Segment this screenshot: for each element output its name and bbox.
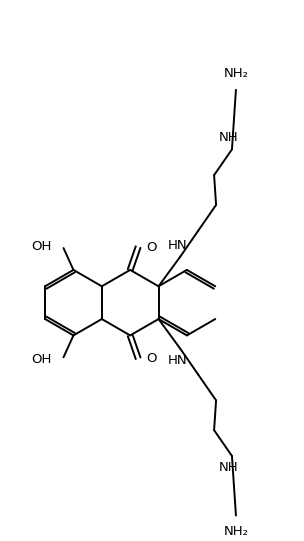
Text: NH₂: NH₂: [223, 525, 248, 538]
Text: NH₂: NH₂: [223, 67, 248, 80]
Text: HN: HN: [168, 239, 187, 252]
Text: HN: HN: [168, 354, 187, 367]
Text: NH: NH: [219, 461, 239, 474]
Text: OH: OH: [31, 240, 52, 253]
Text: O: O: [146, 241, 157, 254]
Text: NH: NH: [219, 131, 239, 144]
Text: OH: OH: [31, 353, 52, 366]
Text: O: O: [146, 352, 157, 365]
